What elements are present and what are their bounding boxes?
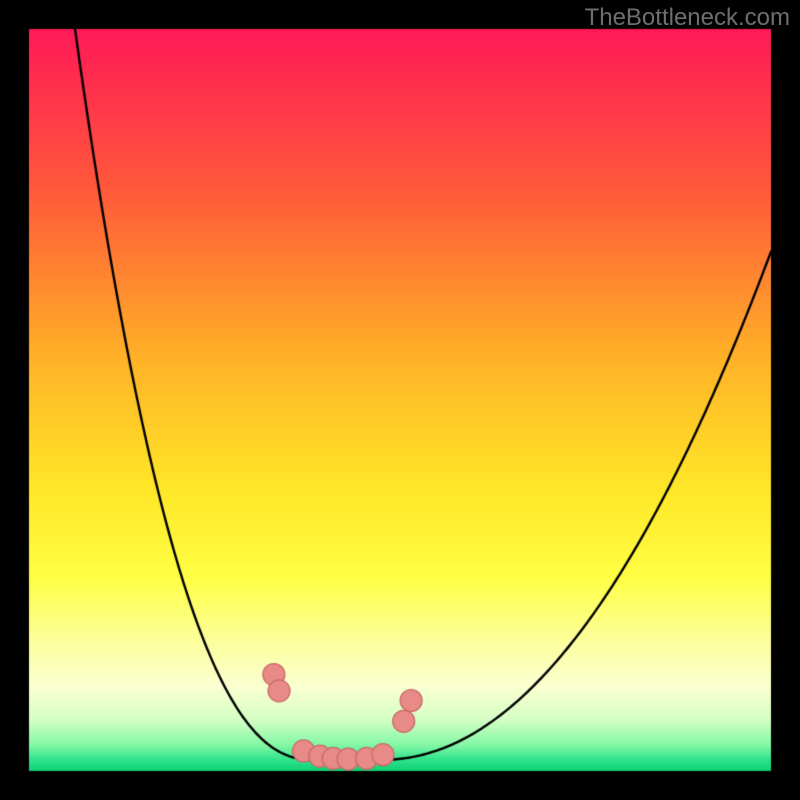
bottleneck-curve-chart (0, 0, 800, 800)
watermark-text: TheBottleneck.com (585, 4, 790, 32)
chart-container: TheBottleneck.com (0, 0, 800, 800)
